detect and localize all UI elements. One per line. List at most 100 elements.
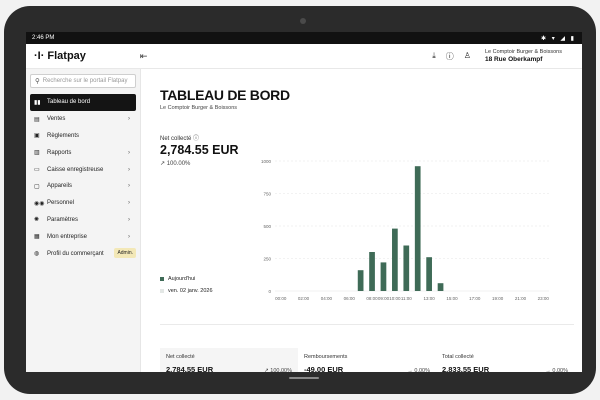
bar-13:00[interactable]: [426, 257, 432, 291]
logo[interactable]: ·I· Flatpay: [34, 50, 86, 62]
kpi-card-2[interactable]: Total collecté 2,833.55 EUR → 0.00%: [436, 348, 574, 372]
user-icon[interactable]: ♙: [463, 50, 471, 60]
sidebar-item-label: Tableau de bord: [47, 99, 91, 106]
file-icon: ▥: [34, 150, 40, 157]
user-profile-icon: ◍: [34, 251, 40, 258]
merchant-selector[interactable]: Le Comptoir Burger & Boissons 18 Rue Obe…: [485, 48, 562, 64]
store-icon: ▦: [34, 234, 40, 241]
legend-today-swatch: [160, 277, 164, 281]
merchant-address: 18 Rue Oberkampf: [484, 56, 543, 63]
camera-dot: [300, 18, 306, 24]
sidebar-item-label: Ventes: [47, 116, 66, 123]
x-tick-label: 09:00: [378, 296, 390, 301]
chevron-right-icon: ›: [128, 116, 130, 123]
home-indicator: [289, 377, 319, 379]
sidebar-item-label: Rapports: [47, 149, 72, 156]
status-icons: ✱ ▾ ◢ ▮: [541, 35, 576, 42]
sidebar-nav: ▮▮ Tableau de bord ▤ Ventes › ▣ Règlements ▥ Rap…: [26, 94, 140, 262]
bar-09:00[interactable]: [380, 262, 387, 291]
sidebar-item-4[interactable]: ▭ Caisse enregistreuse ›: [30, 161, 136, 178]
sidebar-item-3[interactable]: ▥ Rapports ›: [30, 144, 136, 161]
sidebar-item-label: Règlements: [47, 132, 80, 139]
x-tick-label: 15:00: [446, 296, 458, 301]
divider: [160, 324, 574, 325]
chevron-right-icon: ›: [128, 200, 130, 207]
merchant-name: Le Comptoir Burger & Boissons: [484, 49, 562, 55]
y-tick-label: 1000: [261, 159, 272, 164]
kpi-change: → 0.00%: [545, 368, 568, 372]
sidebar-item-9[interactable]: ◍ Profil du commerçant Admin.: [30, 245, 136, 262]
chevron-right-icon: ›: [128, 149, 130, 156]
chevron-right-icon: ›: [128, 233, 130, 240]
x-tick-label: 10:00: [389, 296, 401, 301]
sidebar-item-5[interactable]: ▢ Appareils ›: [30, 178, 136, 195]
collapse-sidebar-icon[interactable]: ⇤: [139, 50, 148, 61]
kpi-change: ↗ 100.00%: [264, 368, 292, 372]
sidebar-item-label: Appareils: [47, 183, 73, 190]
bar-08:00[interactable]: [369, 252, 375, 291]
net-collected-change: ↗ 100.00%: [160, 161, 191, 167]
bar-14:00[interactable]: [437, 283, 444, 291]
kpi-card-1[interactable]: Remboursements -49.00 EUR → 0.00%: [298, 348, 436, 372]
logo-text: Flatpay: [47, 50, 86, 62]
device-icon: ▢: [34, 183, 40, 190]
x-tick-label: 02:00: [298, 296, 310, 301]
sidebar-item-6[interactable]: ◉◉ Personnel ›: [30, 195, 136, 212]
x-tick-label: 04:00: [321, 296, 333, 301]
kpi-change: → 0.00%: [407, 368, 430, 372]
bar-07:00[interactable]: [357, 270, 364, 291]
sales-chart: 0 250 500 750 1000 00:00 02:00 04:00 06:00 08:00 0…: [261, 159, 550, 301]
x-tick-label: 23:00: [538, 296, 550, 301]
x-tick-label: 08:00: [366, 296, 378, 301]
sidebar-item-2[interactable]: ▣ Règlements: [30, 128, 136, 145]
y-tick-label: 500: [263, 224, 271, 229]
main-content: TABLEAU DE BORD Le Comptoir Burger & Boi…: [141, 69, 582, 372]
kpi-value: 2,784.55 EUR: [166, 365, 214, 372]
status-bar: 2:46 PM ✱ ▾ ◢ ▮: [26, 32, 582, 44]
gear-icon: ✺: [34, 217, 40, 224]
sidebar-item-0[interactable]: ▮▮ Tableau de bord: [30, 94, 136, 111]
chevron-right-icon: ›: [128, 183, 130, 190]
search-icon: ⚲: [35, 78, 40, 85]
search-box[interactable]: ⚲ Recherche sur le portail Flatpay: [30, 74, 136, 88]
admin-badge: Admin.: [114, 248, 136, 259]
kpi-row: Net collecté 2,784.55 EUR ↗ 100.00% Rembour…: [160, 348, 574, 372]
y-tick-label: 750: [263, 192, 271, 197]
tablet-frame: 2:46 PM ✱ ▾ ◢ ▮ ·I· Flatpay ⇤ ⤓ ⓘ ♙ Le C…: [4, 6, 596, 394]
x-tick-label: 06:00: [344, 296, 356, 301]
kpi-label: Total collecté: [442, 354, 474, 360]
top-icons: ⤓ ⓘ ♙: [432, 51, 471, 62]
sidebar: ⚲ Recherche sur le portail Flatpay ▮▮ Tab…: [26, 69, 141, 372]
status-time: 2:46 PM: [32, 35, 55, 41]
screen: 2:46 PM ✱ ▾ ◢ ▮ ·I· Flatpay ⇤ ⤓ ⓘ ♙ Le C…: [26, 32, 582, 372]
sidebar-item-label: Caisse enregistreuse: [47, 166, 104, 173]
monitor-icon: ▭: [34, 167, 40, 174]
sidebar-item-7[interactable]: ✺ Paramètres ›: [30, 212, 136, 229]
search-input[interactable]: Recherche sur le portail Flatpay: [42, 78, 128, 84]
sidebar-item-8[interactable]: ▦ Mon entreprise ›: [30, 228, 136, 245]
download-icon[interactable]: ⤓: [432, 50, 436, 60]
sidebar-item-label: Mon entreprise: [47, 233, 88, 240]
kpi-value: 2,833.55 EUR: [442, 365, 490, 372]
bar-12:00[interactable]: [414, 166, 421, 291]
legend-today-label: Aujourd'hui: [168, 276, 196, 282]
net-collected-value: 2,784.55 EUR: [160, 143, 239, 157]
sidebar-item-label: Paramètres: [47, 216, 79, 223]
legend-today[interactable]: Aujourd'hui: [160, 276, 195, 282]
info-icon[interactable]: ⓘ: [193, 136, 200, 142]
page-subtitle: Le Comptoir Burger & Boissons: [160, 105, 238, 111]
y-tick-label: 250: [263, 257, 271, 262]
legend-compare-swatch: [160, 289, 164, 293]
help-icon[interactable]: ⓘ: [445, 51, 454, 61]
legend-compare[interactable]: ven. 02 janv. 2026: [160, 288, 213, 294]
x-tick-label: 17:00: [469, 296, 481, 301]
kpi-card-0[interactable]: Net collecté 2,784.55 EUR ↗ 100.00%: [160, 348, 298, 372]
bar-11:00[interactable]: [403, 245, 410, 292]
sidebar-item-1[interactable]: ▤ Ventes ›: [30, 111, 136, 128]
bar-10:00[interactable]: [392, 228, 398, 291]
chevron-right-icon: ›: [128, 216, 130, 223]
sidebar-item-label: Profil du commerçant: [47, 250, 104, 257]
kpi-label: Remboursements: [304, 354, 348, 360]
cash-icon: ▣: [34, 133, 40, 140]
x-tick-label: 11:00: [401, 296, 412, 301]
